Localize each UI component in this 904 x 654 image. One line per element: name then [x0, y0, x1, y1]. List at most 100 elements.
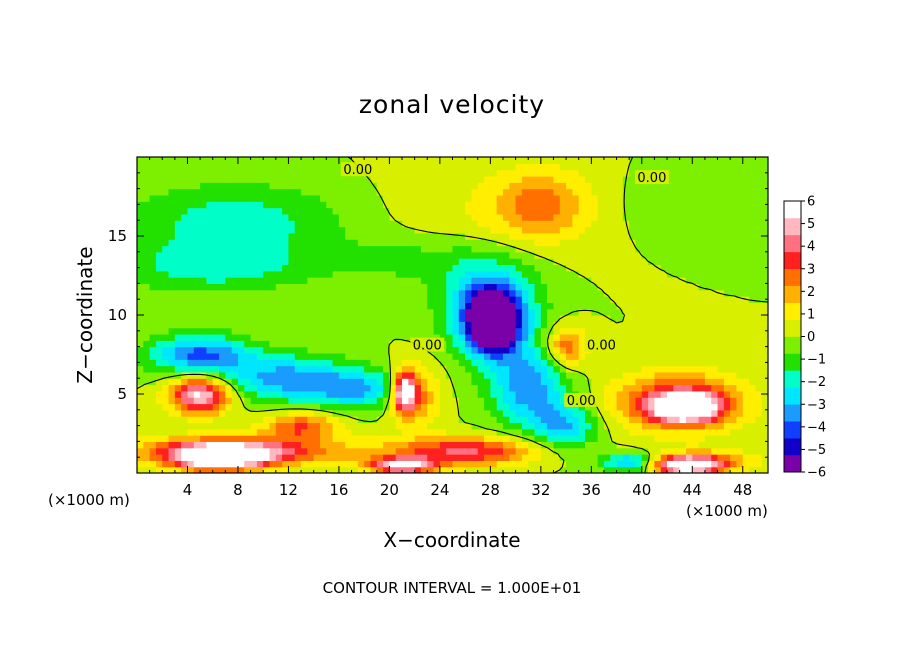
heat-cell: [477, 454, 485, 461]
heat-cell: [629, 182, 637, 190]
heat-cell: [414, 441, 422, 449]
heat-cell: [219, 258, 226, 266]
heat-cell: [193, 422, 201, 430]
heat-cell: [231, 460, 239, 468]
heat-cell: [597, 409, 605, 417]
heat-cell: [307, 302, 315, 310]
heat-cell: [383, 321, 390, 329]
heat-cell: [622, 163, 630, 171]
heat-cell: [414, 213, 422, 221]
heat-cell: [439, 378, 447, 386]
heat-cell: [237, 454, 245, 461]
heat-cell: [629, 315, 637, 322]
heat-cell: [673, 466, 681, 473]
heat-cell: [553, 447, 561, 455]
heat-cell: [458, 245, 466, 253]
heat-cell: [338, 251, 346, 259]
heat-cell: [648, 327, 656, 335]
heat-cell: [162, 270, 170, 278]
heat-cell: [755, 447, 763, 455]
heat-cell: [219, 302, 226, 310]
heat-cell: [288, 169, 296, 177]
heat-cell: [484, 232, 491, 240]
heat-cell: [730, 346, 738, 354]
heat-cell: [301, 239, 308, 247]
heat-cell: [193, 157, 201, 164]
heat-cell: [414, 384, 422, 392]
heat-cell: [137, 447, 144, 455]
heat-cell: [162, 359, 170, 367]
heat-cell: [446, 340, 454, 348]
heat-cell: [256, 163, 264, 171]
heat-cell: [761, 365, 768, 373]
heat-cell: [282, 188, 290, 196]
heat-cell: [237, 232, 245, 240]
heat-cell: [345, 466, 353, 473]
heat-cell: [237, 270, 245, 278]
heat-cell: [736, 220, 744, 228]
heat-cell: [263, 416, 271, 424]
heat-cell: [187, 232, 195, 240]
heat-cell: [490, 428, 498, 436]
heat-cell: [193, 239, 201, 247]
heat-cell: [338, 359, 346, 367]
heat-cell: [673, 182, 681, 190]
heat-cell: [452, 226, 460, 234]
heat-cell: [326, 435, 334, 442]
heat-cell: [603, 251, 611, 259]
heat-cell: [704, 289, 712, 297]
heat-cell: [446, 188, 454, 196]
heat-cell: [288, 466, 296, 473]
heat-cell: [250, 270, 258, 278]
heat-cell: [673, 296, 681, 303]
heat-cell: [231, 157, 239, 164]
heat-cell: [648, 384, 656, 392]
heat-cell: [654, 422, 662, 430]
heat-cell: [427, 283, 435, 291]
heat-cell: [244, 315, 252, 322]
heat-cell: [162, 302, 170, 310]
heat-cell: [200, 422, 208, 430]
heat-cell: [155, 175, 163, 183]
heat-cell: [219, 213, 226, 221]
heat-cell: [742, 302, 750, 310]
heat-cell: [446, 384, 454, 392]
heat-cell: [711, 182, 719, 190]
heat-cell: [484, 441, 491, 449]
heat-cell: [137, 163, 144, 171]
heat-cell: [301, 384, 308, 392]
heat-cell: [736, 454, 744, 461]
heat-cell: [237, 308, 245, 316]
heat-cell: [244, 251, 252, 259]
heat-cell: [206, 397, 214, 405]
heat-cell: [616, 232, 624, 240]
heat-cell: [168, 302, 176, 310]
heat-cell: [212, 264, 220, 272]
heat-cell: [237, 283, 245, 291]
heat-cell: [528, 220, 536, 228]
heat-cell: [433, 416, 441, 424]
heat-cell: [231, 327, 239, 335]
heat-cell: [219, 308, 226, 316]
heat-cell: [219, 441, 226, 449]
heat-cell: [755, 270, 763, 278]
heat-cell: [364, 428, 372, 436]
heat-cell: [364, 409, 372, 417]
heat-cell: [376, 251, 384, 259]
heat-cell: [704, 258, 712, 266]
heat-cell: [420, 296, 428, 303]
heat-cell: [319, 352, 327, 360]
heat-cell: [219, 403, 226, 411]
heat-cell: [225, 441, 233, 449]
heat-cell: [395, 258, 403, 266]
heat-cell: [402, 188, 409, 196]
heat-cell: [174, 340, 182, 348]
heat-cell: [559, 270, 567, 278]
heat-cell: [490, 194, 498, 202]
heat-cell: [200, 232, 208, 240]
heat-cell: [427, 466, 435, 473]
heat-cell: [143, 422, 151, 430]
heat-cell: [452, 157, 460, 164]
heat-cell: [338, 207, 346, 215]
heat-cell: [326, 454, 334, 461]
